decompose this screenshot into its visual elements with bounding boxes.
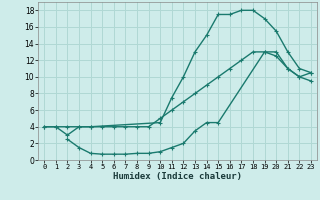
X-axis label: Humidex (Indice chaleur): Humidex (Indice chaleur): [113, 172, 242, 181]
